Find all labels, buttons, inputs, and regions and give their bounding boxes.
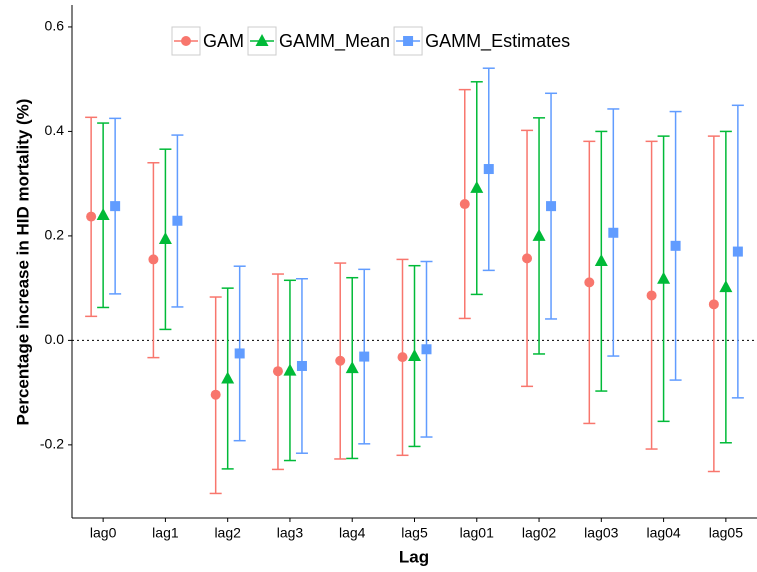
x-axis-title: Lag: [399, 547, 429, 566]
point: [283, 363, 297, 376]
legend-text: GAM: [203, 31, 244, 51]
x-tick-label: lag1: [152, 525, 179, 541]
point: [522, 253, 533, 264]
point: [646, 290, 657, 301]
point: [584, 277, 595, 288]
legend-text: GAMM_Estimates: [425, 31, 570, 52]
y-axis-title: Percentage increase in HID mortality (%): [13, 99, 32, 426]
point: [335, 355, 346, 366]
point: [459, 199, 470, 210]
point: [272, 366, 283, 377]
x-tick-label: lag0: [90, 525, 117, 541]
x-tick-label: lag01: [460, 525, 494, 541]
point: [110, 201, 121, 212]
point: [608, 227, 619, 238]
point: [546, 201, 557, 212]
point: [345, 361, 359, 374]
point: [148, 254, 159, 265]
point: [397, 352, 408, 363]
point: [732, 246, 743, 257]
x-tick-label: lag04: [646, 525, 680, 541]
legend-marker: [403, 36, 414, 46]
point: [296, 360, 307, 371]
point: [470, 180, 484, 193]
point: [657, 271, 671, 284]
point: [96, 208, 110, 221]
y-tick-label: -0.2: [40, 436, 64, 452]
legend-item: GAM: [171, 26, 244, 56]
y-tick-label: 0.6: [45, 18, 65, 34]
x-tick-label: lag4: [339, 525, 366, 541]
legend-text: GAMM_Mean: [279, 31, 390, 52]
x-tick-label: lag3: [277, 525, 304, 541]
legend-item: GAMM_Estimates: [393, 26, 570, 56]
point: [86, 211, 97, 222]
x-tick-label: lag5: [401, 525, 428, 541]
x-tick-label: lag03: [584, 525, 618, 541]
y-tick-label: 0.2: [45, 227, 65, 243]
point: [421, 344, 432, 355]
y-tick-label: 0.4: [45, 122, 65, 138]
point: [172, 215, 183, 226]
legend-item: GAMM_Mean: [247, 26, 390, 56]
point: [221, 371, 235, 384]
point: [594, 253, 608, 266]
point: [210, 389, 221, 400]
point: [708, 299, 719, 310]
legend-marker: [255, 34, 269, 46]
point: [158, 232, 172, 245]
point: [532, 228, 546, 241]
y-tick-label: 0.0: [45, 331, 65, 347]
x-tick-label: lag2: [214, 525, 241, 541]
point: [670, 240, 681, 251]
legend-marker: [181, 36, 191, 46]
point: [719, 280, 733, 293]
point: [359, 351, 370, 362]
x-tick-label: lag02: [522, 525, 556, 541]
point: [234, 348, 245, 359]
point: [408, 349, 421, 362]
x-tick-label: lag05: [709, 525, 743, 541]
point: [483, 164, 494, 175]
